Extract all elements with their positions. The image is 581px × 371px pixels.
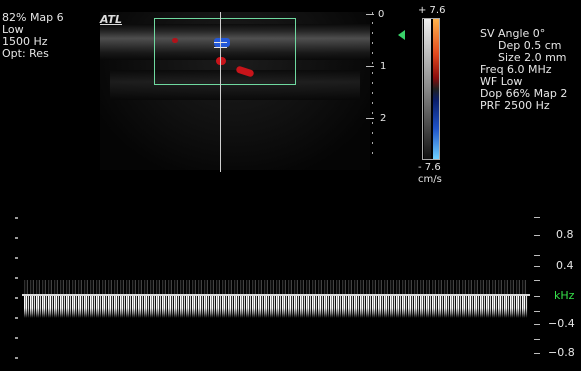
right-parameter-panel: SV Angle 0° Dep 0.5 cm Size 2.0 mm Freq … <box>480 28 567 112</box>
colorbar-unit: cm/s <box>418 174 442 185</box>
spectral-tick-08 <box>534 235 540 236</box>
spectral-left-scale <box>15 215 18 365</box>
spectral-tick-e <box>534 339 540 340</box>
doppler-cursor-line[interactable] <box>220 12 221 172</box>
spectral-tick-b <box>534 255 540 256</box>
spectral-label-0.4: 0.4 <box>556 259 574 272</box>
spectral-tick-a <box>534 217 540 218</box>
spectral-tick-neg08 <box>534 353 540 354</box>
spectral-tick-c <box>534 280 540 281</box>
color-flow-red-1 <box>216 57 226 65</box>
spectral-waveform <box>24 280 528 294</box>
colorbar-bottom-value: - 7.6 <box>418 162 441 173</box>
colorbar-frame <box>422 18 440 160</box>
atl-logo: ATL <box>100 13 122 26</box>
spectral-baseline <box>22 294 530 296</box>
depth-label-2: 2 <box>380 113 387 124</box>
param-depth: Dep 0.5 cm <box>498 39 562 52</box>
setting-line-2: Low <box>2 23 24 36</box>
param-freq: Freq 6.0 MHz <box>480 63 552 76</box>
color-roi-box[interactable] <box>154 18 296 85</box>
depth-tick-1 <box>366 66 374 67</box>
focus-marker-icon[interactable] <box>398 30 405 40</box>
spectral-tick-0 <box>534 296 540 297</box>
depth-scale-line <box>372 12 373 162</box>
depth-tick-0 <box>366 14 374 15</box>
setting-line-3: 1500 Hz <box>2 35 48 48</box>
spectral-tick-04 <box>534 266 540 267</box>
tissue-stripe-lower <box>110 70 360 100</box>
spectral-tick-neg04 <box>534 324 540 325</box>
color-flow-red-3 <box>172 38 178 43</box>
setting-line-4: Opt: Res <box>2 47 49 60</box>
tissue-stripe <box>100 24 370 60</box>
depth-label-1: 1 <box>380 61 387 72</box>
top-left-settings: 82% Map 6 Low 1500 Hz Opt: Res <box>2 12 64 60</box>
spectral-label-0.8: 0.8 <box>556 228 574 241</box>
sample-volume-gate[interactable] <box>214 42 227 48</box>
param-size: Size 2.0 mm <box>498 51 567 64</box>
spectral-waveform-fill <box>24 296 528 318</box>
colorbar-gray-ramp <box>424 19 431 159</box>
spectral-tick-d <box>534 311 540 312</box>
spectral-label-neg0.8: −0.8 <box>548 346 575 359</box>
colorbar-gradient <box>433 19 439 159</box>
param-sv-angle: SV Angle 0° <box>480 27 546 40</box>
spectral-unit-khz: kHz <box>554 289 575 302</box>
setting-line-1: 82% Map 6 <box>2 11 64 24</box>
bmode-image <box>100 12 370 170</box>
depth-label-0: 0 <box>378 9 385 20</box>
spectral-label-neg0.4: −0.4 <box>548 317 575 330</box>
colorbar-top-value: + 7.6 <box>418 5 446 16</box>
param-wall-filter: WF Low <box>480 75 523 88</box>
depth-tick-2 <box>366 118 374 119</box>
param-prf: PRF 2500 Hz <box>480 99 550 112</box>
param-doppler: Dop 66% Map 2 <box>480 87 568 100</box>
